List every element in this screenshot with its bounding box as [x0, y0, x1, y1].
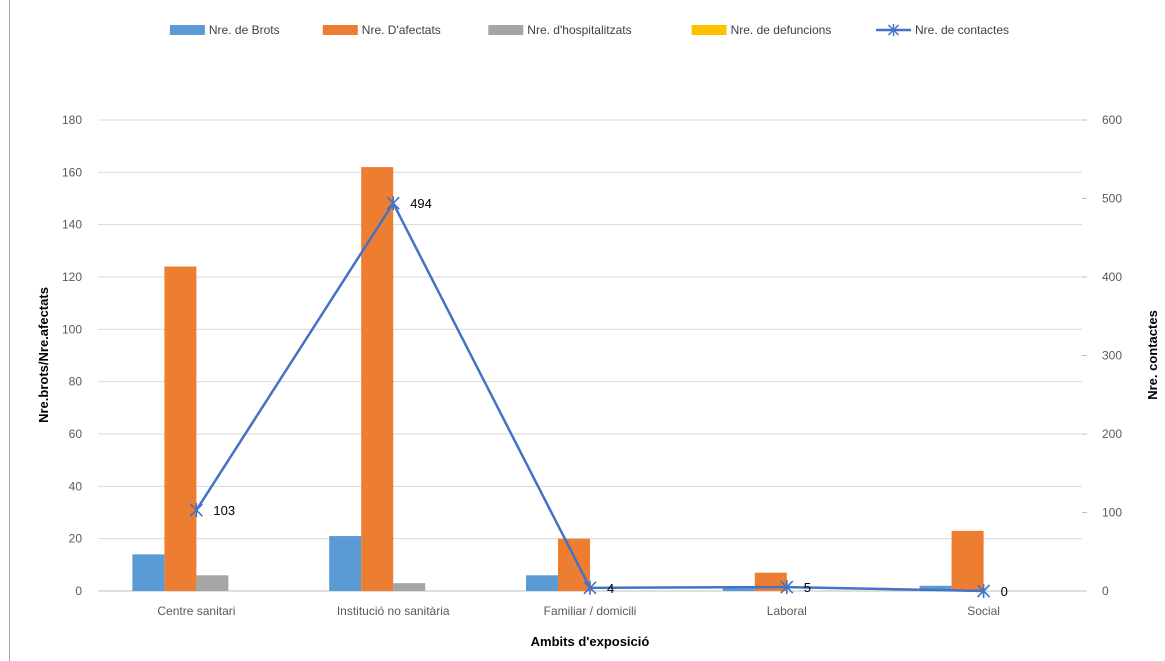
- data-label: 5: [804, 580, 811, 595]
- y2-tick-label: 200: [1102, 427, 1122, 441]
- bar: [722, 588, 755, 591]
- legend-label: Nre. de Brots: [209, 23, 280, 37]
- legend-swatch: [322, 25, 358, 35]
- line-point-marker: [583, 580, 597, 595]
- x-tick-label: Institució no sanitària: [337, 604, 450, 618]
- line-point-marker: [780, 580, 794, 595]
- legend-label: Nre. de contactes: [915, 23, 1009, 37]
- y2-tick-label: 500: [1102, 192, 1122, 206]
- x-tick-label: Centre sanitari: [157, 604, 235, 618]
- legend-swatch: [169, 25, 205, 35]
- y-tick-label: 100: [62, 322, 82, 336]
- legend-label: Nre. d'hospitalitzats: [527, 23, 631, 37]
- bar: [951, 530, 984, 591]
- y-tick-label: 80: [69, 375, 83, 389]
- gridlines: [98, 119, 1082, 592]
- bar: [164, 266, 197, 591]
- bar: [132, 554, 165, 591]
- legend-item: Nre. d'hospitalitzats: [488, 23, 632, 37]
- data-label: 103: [213, 503, 235, 518]
- y-tick-label: 40: [69, 479, 83, 493]
- x-tick-label: Laboral: [767, 604, 807, 618]
- legend: Nre. de Brots Nre. D'afectats Nre. d'hospi…: [169, 23, 1009, 37]
- y2-axis-title: Nre. contactes: [1145, 310, 1160, 400]
- y2-tick-label: 100: [1102, 506, 1122, 520]
- bar: [526, 575, 558, 591]
- legend-item: Nre. D'afectats: [322, 23, 441, 37]
- y-tick-label: 180: [62, 113, 82, 127]
- y2-tick-label: 0: [1102, 584, 1109, 598]
- x-tick-label: Familiar / domicili: [544, 604, 637, 618]
- data-label: 494: [410, 196, 432, 211]
- data-label: 4: [607, 581, 614, 596]
- legend-item: Nre. de Brots: [169, 23, 280, 37]
- bar: [393, 583, 426, 591]
- left-y-tick-labels: 0 20 40 60 80 100 120 140 160 180: [62, 113, 82, 598]
- y2-tick-label: 600: [1102, 113, 1122, 127]
- y-axis-title: Nre.brots/Nre.afectats: [36, 287, 51, 423]
- legend-label: Nre. D'afectats: [362, 23, 441, 37]
- y-tick-label: 140: [62, 218, 82, 232]
- line-point-marker: [189, 503, 203, 518]
- y-tick-label: 60: [69, 427, 83, 441]
- bar: [329, 536, 362, 591]
- x-axis-title: Ambits d'exposició: [531, 634, 650, 649]
- right-y-tick-labels: 0 100 200 300 400 500 600: [1082, 113, 1122, 598]
- data-label: 0: [1001, 584, 1008, 599]
- x-tick-labels: Centre sanitari Institució no sanitària Fa…: [157, 604, 1000, 618]
- legend-item: Nre. de defuncions: [691, 23, 832, 37]
- line-series: 103 494 4 5 0: [189, 196, 1008, 599]
- legend-swatch: [691, 25, 727, 35]
- y-tick-label: 120: [62, 270, 82, 284]
- line-point-marker: [977, 584, 991, 598]
- y2-tick-label: 400: [1102, 270, 1122, 284]
- bar: [919, 585, 952, 591]
- line-point-marker: [386, 196, 400, 211]
- contacts-line: [195, 200, 984, 593]
- y-tick-label: 0: [75, 584, 82, 598]
- legend-swatch: [488, 25, 524, 35]
- y2-tick-label: 300: [1102, 349, 1122, 363]
- legend-item: Nre. de contactes: [876, 23, 1009, 37]
- y-tick-label: 20: [69, 532, 83, 546]
- bar: [361, 167, 394, 591]
- x-tick-label: Social: [967, 604, 1000, 618]
- y-tick-label: 160: [62, 165, 82, 179]
- chart-frame-line: [9, 0, 10, 661]
- bar: [196, 575, 229, 591]
- legend-label: Nre. de defuncions: [731, 23, 832, 37]
